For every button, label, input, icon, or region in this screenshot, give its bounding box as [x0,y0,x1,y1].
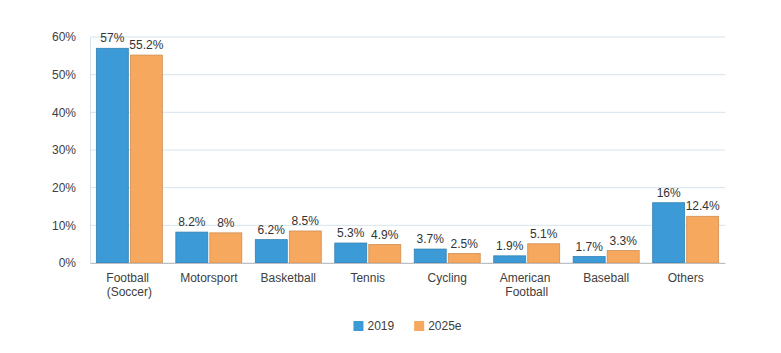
data-label: 16% [657,186,681,200]
data-label: 5.1% [530,227,558,241]
grid-line [90,37,725,38]
x-tick: Basketball [261,263,316,285]
x-tick: Football (Soccer) [106,263,152,299]
data-label: 55.2% [129,38,163,52]
bar [607,251,639,263]
grid-line [90,74,725,75]
grid-line [90,150,725,151]
legend-swatch [414,321,424,331]
bar [653,203,685,263]
legend-label: 2025e [428,319,462,333]
x-tick: Cycling [428,263,467,285]
data-label: 8.2% [178,215,206,229]
y-tick: 30% [52,143,90,157]
bar [255,240,287,263]
y-tick: 10% [52,219,90,233]
bar [687,216,719,263]
x-tick: Others [668,263,704,285]
data-label: 4.9% [371,228,399,242]
legend: 2019 2025e [353,319,461,333]
y-axis-line [90,38,91,264]
x-axis-line [91,263,726,264]
x-tick-label: Baseball [583,271,629,285]
data-label: 6.2% [258,223,286,237]
y-axis: 0% 10% 20% 30% 40% 50% 60% [52,30,91,270]
bar [573,257,605,263]
legend-item: 2019 [353,319,394,333]
data-label: 1.9% [496,239,524,253]
data-label: 1.7% [576,240,604,254]
x-tick-label: Basketball [261,271,316,285]
data-label: 5.3% [337,226,365,240]
bar [176,232,208,263]
y-tick: 50% [52,68,90,82]
x-tick: Baseball [583,263,629,285]
bar [335,243,367,263]
bar [448,254,480,263]
data-label: 2.5% [451,237,479,251]
bar [369,245,401,263]
legend-item: 2025e [414,319,462,333]
bar [289,231,321,263]
bar [494,256,526,263]
data-label: 8% [217,216,235,230]
bar [210,233,242,263]
x-tick-label: Motorsport [180,271,238,285]
data-label: 8.5% [292,214,320,228]
data-labels: 57% 8.2% 6.2% 5.3% 3.7% 1.9% 1.7% 16% 55.2% 8% 8.5… [100,31,720,253]
grid-line [90,112,725,113]
x-tick-label: Football (Soccer) [106,271,152,299]
y-tick-label: 60% [52,30,76,44]
x-tick: Tennis [350,263,385,285]
x-tick: American Football [500,263,554,299]
data-label: 3.7% [417,232,445,246]
y-tick: 20% [52,181,90,195]
chart: 0% 10% 20% 30% 40% 50% 60% 57% 8.2% 6.2% 5.3% 3.7% 1… [0,0,781,353]
y-tick-label: 20% [52,181,76,195]
y-tick-label: 30% [52,143,76,157]
data-label: 3.3% [610,234,638,248]
y-tick-label: 40% [52,106,76,120]
y-tick: 0% [59,256,90,270]
bar [130,55,162,263]
legend-swatch [353,321,363,331]
y-tick-label: 50% [52,68,76,82]
x-tick-label: Cycling [428,271,467,285]
legend-label: 2019 [367,319,394,333]
data-label: 57% [100,31,124,45]
grid-line [90,187,725,188]
x-axis: Football (Soccer) Motorsport Basketball Ten… [91,263,726,299]
bar [96,48,128,263]
y-tick-label: 0% [59,256,77,270]
bar [414,249,446,263]
x-tick: Motorsport [180,263,238,285]
bars [96,48,718,263]
x-tick-label: American Football [500,271,554,299]
x-tick-label: Tennis [350,271,385,285]
y-tick: 40% [52,106,90,120]
bar [528,244,560,263]
y-tick: 60% [52,30,90,44]
x-tick-label: Others [668,271,704,285]
grid [90,37,725,263]
data-label: 12.4% [686,199,720,213]
y-tick-label: 10% [52,219,76,233]
